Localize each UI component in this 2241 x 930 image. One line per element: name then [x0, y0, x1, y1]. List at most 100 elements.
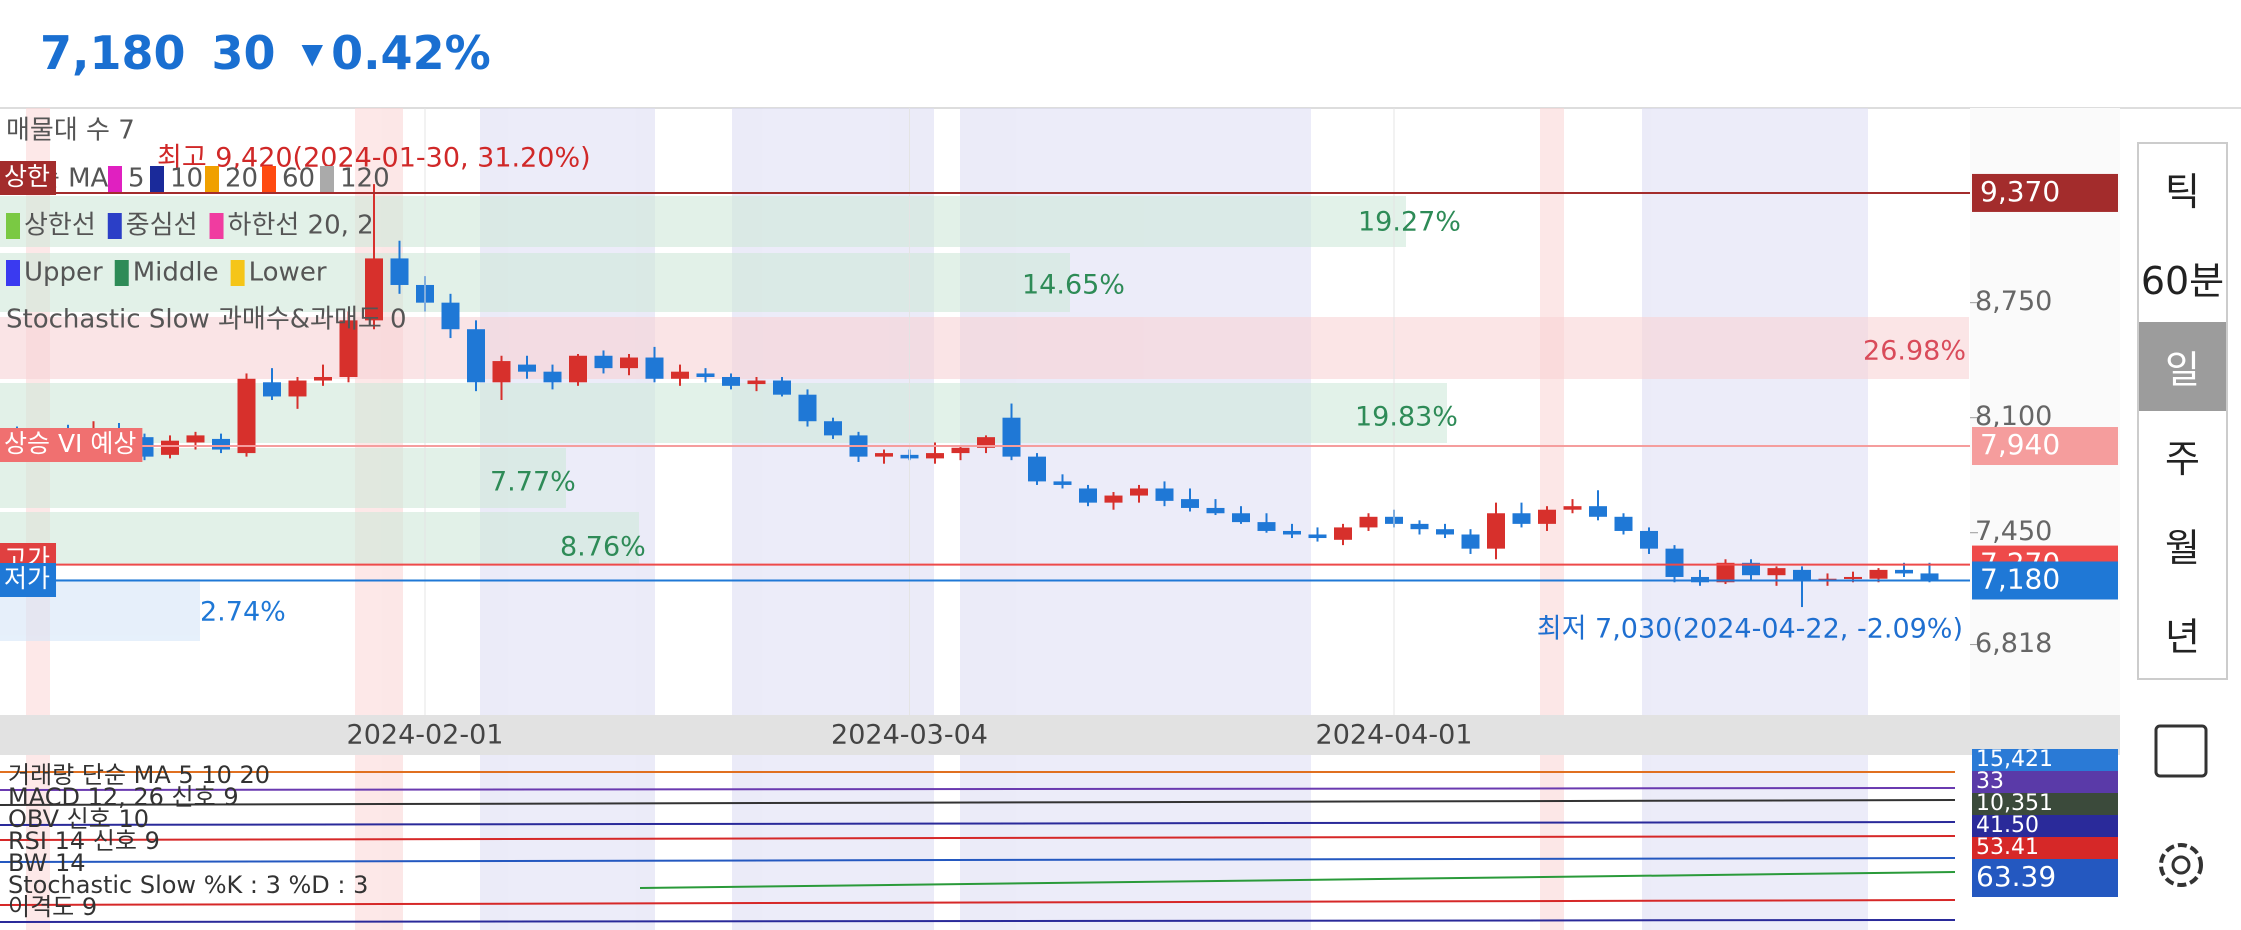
- y-tick-label: 7,450: [1975, 516, 2052, 547]
- indicator-tag: [1972, 859, 2118, 897]
- candle-body: [722, 376, 740, 386]
- indicator-tag-label: 41.50: [1976, 813, 2039, 838]
- candle-body: [1002, 417, 1021, 457]
- period-button[interactable]: 주: [2165, 437, 2200, 481]
- candle-body: [1181, 499, 1199, 508]
- layout-icon[interactable]: [2151, 721, 2211, 781]
- legend-swatch: [150, 166, 164, 192]
- side-tag-label: 상승 VI 예상: [4, 429, 136, 458]
- candle-body: [1410, 523, 1429, 530]
- period-button[interactable]: 일: [2139, 322, 2226, 411]
- price-tag-label: 7,940: [1980, 428, 2060, 461]
- candle-body: [1130, 488, 1148, 496]
- x-tick-label: 2024-03-04: [831, 720, 988, 751]
- candle-body: [288, 380, 307, 397]
- candle-body: [926, 453, 944, 459]
- x-tick-label: 2024-04-01: [1316, 720, 1473, 751]
- zone: [0, 383, 1447, 443]
- legend-text: Lower: [249, 258, 327, 288]
- side-tag-box: [0, 161, 57, 195]
- zone-label: 19.83%: [1355, 402, 1458, 433]
- candle-body: [186, 435, 205, 443]
- candle-body: [1512, 513, 1531, 524]
- candle-body: [1436, 529, 1454, 535]
- candle-body: [365, 258, 383, 321]
- change-pct: 0.42%: [331, 26, 491, 80]
- candle-body: [339, 320, 358, 377]
- high-annotation: 최고 9,420(2024-01-30, 31.20%): [157, 143, 591, 174]
- candle-body: [1206, 507, 1225, 514]
- down-arrow: ▼: [301, 36, 324, 70]
- candle-body: [1155, 488, 1174, 501]
- candle-body: [1308, 534, 1327, 539]
- candle-body: [1640, 530, 1658, 549]
- period-button[interactable]: 틱: [2165, 170, 2200, 214]
- indicator-tag-label: 53.41: [1976, 835, 2039, 860]
- candle-body: [1104, 495, 1123, 503]
- legend-text: 5: [128, 164, 145, 194]
- indicator-label: 이격도 9: [8, 893, 97, 921]
- side-tag-box: [0, 428, 143, 462]
- settings-icon[interactable]: [2149, 833, 2213, 897]
- candle-body: [543, 371, 562, 383]
- legend-text: 60: [282, 164, 315, 194]
- candle-body: [645, 357, 664, 379]
- indicator-line: [0, 857, 1956, 863]
- x-tick-label: 2024-02-01: [347, 720, 504, 751]
- legend-swatch: [107, 213, 122, 239]
- candle-body: [1665, 548, 1684, 577]
- candle-body: [518, 364, 536, 372]
- indicator-label: RSI 14 신호 9: [8, 827, 160, 855]
- zone: [0, 196, 1406, 247]
- candle-body: [237, 378, 256, 454]
- period-button[interactable]: 60분: [2140, 259, 2225, 303]
- legend-swatch: [114, 260, 129, 286]
- candle-body: [1028, 456, 1046, 482]
- indicator-label: MACD 12, 26 신호 9: [8, 783, 239, 811]
- period-button[interactable]: 년: [2165, 615, 2200, 659]
- side-tag: 상한: [0, 161, 57, 195]
- candle-body: [1920, 573, 1939, 581]
- indicator-tag: [1972, 771, 2118, 793]
- legend-text: 10: [170, 164, 203, 194]
- indicator-tag-label: 10,351: [1976, 791, 2053, 816]
- candle-body: [824, 421, 842, 436]
- candle-body: [390, 258, 409, 285]
- side-tag-box: [0, 563, 57, 597]
- gear-hub: [2171, 855, 2191, 875]
- legend-swatch: [205, 166, 219, 192]
- candle-body: [798, 394, 817, 422]
- legend-swatch: [320, 166, 334, 192]
- candle-body: [1563, 506, 1582, 510]
- square: [2154, 724, 2208, 778]
- legend-text: Stochastic Slow 과매수&과매도 0: [6, 305, 407, 335]
- zone: [0, 253, 1070, 312]
- candle-body: [696, 373, 715, 377]
- candle-body: [620, 357, 638, 369]
- candle-body: [1869, 569, 1888, 579]
- price: 7,180: [40, 26, 186, 80]
- period-button[interactable]: 월: [2165, 526, 2200, 570]
- candle-body: [1895, 569, 1913, 574]
- legend-swatch: [209, 213, 224, 239]
- candle-body: [1793, 569, 1811, 581]
- candle-body: [441, 302, 460, 330]
- legend-text: 120: [340, 164, 390, 194]
- side-tag-label: 상한: [4, 162, 50, 191]
- legend-swatch: [108, 166, 122, 192]
- candle-body: [594, 355, 613, 369]
- candle-body: [569, 355, 587, 383]
- candle-body: [1232, 513, 1250, 523]
- zone: [0, 512, 639, 565]
- candle-body: [1716, 562, 1735, 583]
- legend-text: 하한선 20, 2: [228, 211, 374, 241]
- indicator-label: Stochastic Slow %K : 3 %D : 3: [8, 871, 368, 899]
- candle-body: [1079, 488, 1097, 503]
- indicator-label: BW 14: [8, 849, 86, 877]
- legend-text: 매물대 수 7: [6, 116, 135, 146]
- candle-body: [1461, 534, 1480, 549]
- candle-body: [977, 437, 995, 448]
- legend-swatch: [262, 166, 276, 192]
- indicator-tag: [1972, 815, 2118, 837]
